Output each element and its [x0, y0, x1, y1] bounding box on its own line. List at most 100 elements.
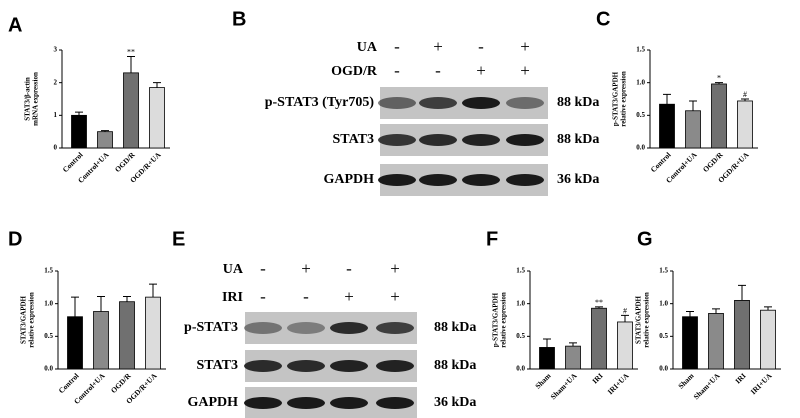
y-axis-label: STAT3/GAPDH — [635, 295, 643, 344]
treatment-sign: + — [476, 61, 486, 80]
error-bar — [686, 311, 694, 317]
bar — [734, 299, 750, 370]
error-bar — [663, 93, 671, 105]
y-axis-label: STAT3/GAPDH — [20, 295, 28, 344]
y-tick-label: 1.5 — [636, 46, 645, 54]
panel-label: G — [637, 228, 653, 250]
band — [244, 322, 282, 334]
error-bar — [97, 295, 105, 312]
x-tick-label: Control — [57, 371, 81, 395]
bar — [708, 313, 724, 370]
error-bar — [595, 306, 603, 309]
treatment-sign: - — [260, 259, 266, 278]
error-bar — [543, 338, 551, 348]
treatment-label: UA — [357, 40, 378, 55]
band — [506, 97, 544, 109]
band — [244, 397, 282, 409]
panel-label: B — [232, 8, 246, 30]
x-tick-label: Sham+UA — [692, 371, 722, 401]
error-bar — [149, 283, 157, 298]
bar — [659, 103, 675, 149]
error-bar — [101, 130, 109, 132]
bar — [617, 321, 633, 370]
y-tick-label: 0.0 — [44, 365, 53, 373]
error-bar — [712, 308, 720, 314]
y-axis-label: p-STAT3/GAPDH — [492, 292, 500, 347]
y-tick-label: 0.5 — [44, 332, 53, 340]
error-bar — [123, 295, 131, 302]
bar — [737, 100, 753, 149]
bar — [149, 87, 165, 149]
y-tick-label: 0.5 — [636, 111, 645, 119]
y-tick-label: 2 — [54, 78, 58, 86]
band — [287, 322, 325, 334]
error-bar — [738, 284, 746, 301]
band — [506, 174, 544, 186]
y-tick-label: 0.0 — [659, 365, 668, 373]
band-size: 88 kDa — [434, 320, 476, 335]
x-tick-label: Sham — [533, 371, 553, 391]
error-bar — [153, 82, 161, 88]
panel-label: C — [596, 8, 610, 30]
band-label: STAT3 — [333, 132, 375, 147]
y-tick-label: 3 — [54, 46, 58, 54]
band-label: GAPDH — [187, 395, 238, 410]
treatment-label: IRI — [222, 290, 243, 305]
error-bar — [71, 296, 79, 317]
y-tick-label: 0 — [54, 144, 58, 152]
y-axis-label: relative expression — [28, 292, 36, 348]
y-tick-label: 1.0 — [659, 299, 668, 307]
treatment-sign: + — [520, 37, 530, 56]
y-axis-label: relative expression — [620, 71, 628, 127]
bar — [711, 83, 727, 149]
x-tick-label: IRI+UA — [606, 371, 631, 396]
bar — [71, 114, 87, 149]
band — [378, 134, 416, 146]
band — [378, 97, 416, 109]
band — [330, 360, 368, 372]
x-tick-label: OGD/R — [113, 150, 137, 174]
bar — [123, 72, 139, 149]
y-tick-label: 0.0 — [516, 365, 525, 373]
treatment-sign: - — [394, 37, 400, 56]
error-bar — [715, 82, 723, 84]
x-tick-label: IRI — [733, 371, 747, 385]
treatment-sign: - — [303, 287, 309, 306]
error-bar — [689, 100, 697, 111]
significance: # — [623, 306, 627, 315]
band-label: p-STAT3 — [184, 320, 238, 335]
y-tick-label: 0.5 — [659, 332, 668, 340]
band-size: 88 kDa — [557, 95, 599, 110]
y-axis-label: mRNA expression — [32, 72, 40, 126]
y-axis-label: p-STAT3/GAPDH — [612, 71, 620, 126]
treatment-label: UA — [223, 262, 244, 277]
y-tick-label: 1.5 — [516, 267, 525, 275]
bar — [67, 316, 83, 370]
treatment-sign: - — [478, 37, 484, 56]
error-bar — [127, 56, 135, 73]
panel-label: E — [172, 228, 185, 250]
band-size: 88 kDa — [557, 132, 599, 147]
band — [330, 322, 368, 334]
band — [376, 397, 414, 409]
treatment-sign: + — [390, 287, 400, 306]
treatment-sign: - — [394, 61, 400, 80]
band — [330, 397, 368, 409]
bar — [565, 345, 581, 370]
y-tick-label: 1.0 — [516, 299, 525, 307]
x-tick-label: IRI — [590, 371, 604, 385]
panel-label: F — [486, 228, 498, 250]
y-axis-label: relative expression — [643, 292, 651, 348]
bar — [591, 307, 607, 370]
band — [462, 134, 500, 146]
band-size: 88 kDa — [434, 358, 476, 373]
x-tick-label: Control — [61, 150, 85, 174]
y-tick-label: 0.5 — [516, 332, 525, 340]
band — [378, 174, 416, 186]
band-size: 36 kDa — [557, 172, 599, 187]
error-bar — [741, 98, 749, 101]
treatment-sign: + — [520, 61, 530, 80]
bar — [539, 347, 555, 370]
y-axis-label: STAT3/β-actin — [24, 77, 32, 121]
band-size: 36 kDa — [434, 395, 476, 410]
